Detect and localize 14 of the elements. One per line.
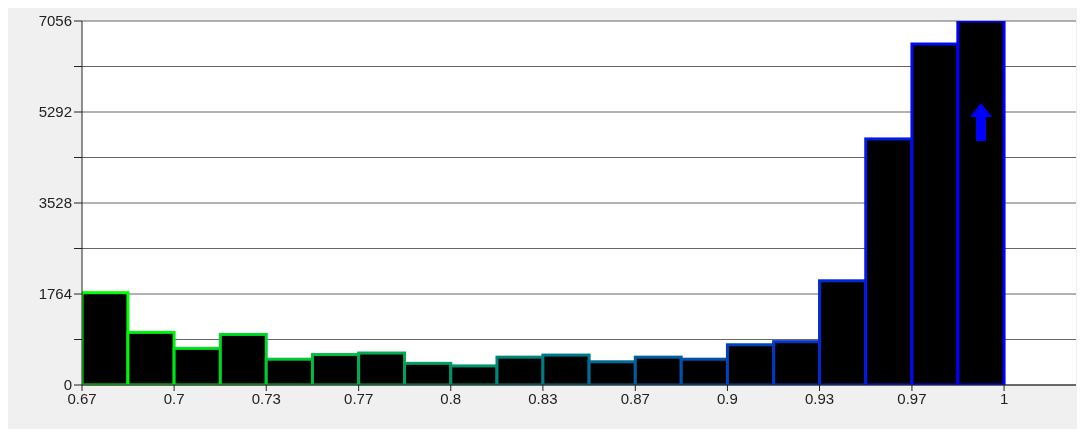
x-tick-label: 0.97 — [897, 389, 927, 407]
x-tick-label: 0.87 — [620, 389, 650, 407]
x-tick-label: 1 — [999, 389, 1009, 407]
x-tick-label: 0.7 — [163, 389, 185, 407]
y-tick-label: 5292 — [38, 103, 72, 121]
y-tick-label: 1764 — [38, 285, 72, 303]
x-tick-label: 0.9 — [716, 389, 738, 407]
y-tick-label: 3528 — [38, 194, 72, 212]
x-tick-label: 0.77 — [344, 389, 374, 407]
x-tick-label: 0.93 — [804, 389, 835, 407]
y-tick-label: 7056 — [38, 12, 72, 30]
x-tick-label: 0.8 — [440, 389, 462, 407]
x-tick-label: 0.73 — [251, 389, 281, 407]
x-tick-label: 0.83 — [528, 389, 558, 407]
